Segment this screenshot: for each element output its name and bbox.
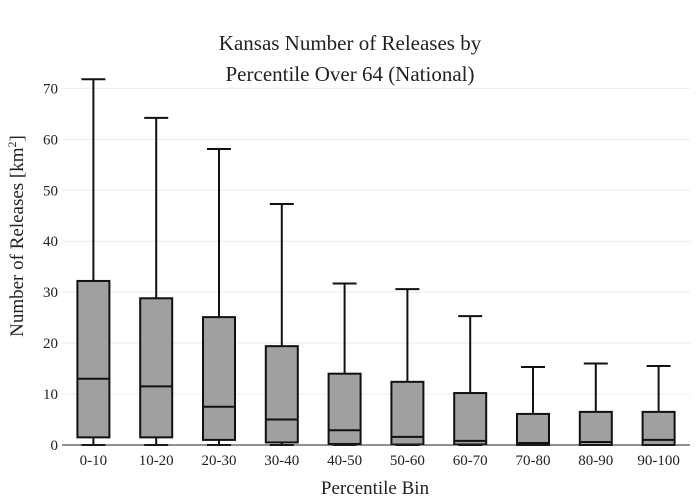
iqr-box-80-90 (578, 410, 613, 446)
box-20-30 (202, 148, 236, 446)
y-tick-label-0: 0 (51, 438, 59, 454)
y-tick-label-60: 60 (43, 132, 58, 148)
box-90-100 (641, 365, 676, 446)
iqr-box-40-50 (327, 372, 362, 445)
iqr-box-30-40 (264, 345, 299, 444)
y-tick-label-40: 40 (43, 234, 58, 250)
box-30-40 (264, 203, 299, 446)
iqr-box-50-60 (390, 380, 425, 446)
x-tick-label-80-90: 80-90 (578, 453, 613, 469)
box-40-50 (327, 282, 362, 446)
x-tick-label-10-20: 10-20 (139, 453, 174, 469)
x-tick-label-50-60: 50-60 (390, 453, 425, 469)
x-axis-ticks: 0-10 10-20 20-30 30-40 40-50 50-60 60-70 70-80 8… (80, 453, 680, 469)
iqr-box-10-20 (139, 297, 174, 439)
y-axis-label-main: Number of Releases [km (7, 147, 28, 337)
y-tick-label-20: 20 (43, 336, 58, 352)
x-tick-label-60-70: 60-70 (453, 453, 488, 469)
y-tick-label-10: 10 (43, 387, 58, 403)
x-tick-label-40-50: 40-50 (327, 453, 362, 469)
y-axis-label-end: ] (7, 135, 28, 141)
y-axis-label-superscript: 2 (5, 141, 19, 147)
chart-title-line-2: Percentile Over 64 (National) (226, 62, 475, 86)
x-tick-label-70-80: 70-80 (516, 453, 551, 469)
box-series (76, 78, 676, 446)
iqr-box-60-70 (453, 392, 488, 446)
chart-title-line-1: Kansas Number of Releases by (219, 31, 482, 55)
iqr-box-70-80 (516, 412, 550, 446)
y-tick-label-50: 50 (43, 183, 58, 199)
iqr-box-0-10 (76, 279, 111, 439)
x-tick-label-90-100: 90-100 (637, 453, 680, 469)
x-axis-label: Percentile Bin (321, 478, 430, 499)
x-tick-label-0-10: 0-10 (80, 453, 108, 469)
y-axis-ticks: 0 10 20 30 40 50 60 70 (43, 81, 58, 454)
box-10-20 (139, 116, 174, 446)
iqr-box-20-30 (202, 316, 236, 441)
box-0-10 (76, 78, 111, 446)
box-50-60 (390, 288, 425, 446)
y-tick-label-70: 70 (43, 81, 58, 97)
x-tick-label-20-30: 20-30 (202, 453, 237, 469)
box-60-70 (453, 315, 488, 446)
box-70-80 (516, 366, 550, 446)
x-tick-label-30-40: 30-40 (264, 453, 299, 469)
y-axis-label: Number of Releases [km2] (5, 135, 28, 337)
box-80-90 (578, 362, 613, 446)
y-tick-label-30: 30 (43, 285, 58, 301)
